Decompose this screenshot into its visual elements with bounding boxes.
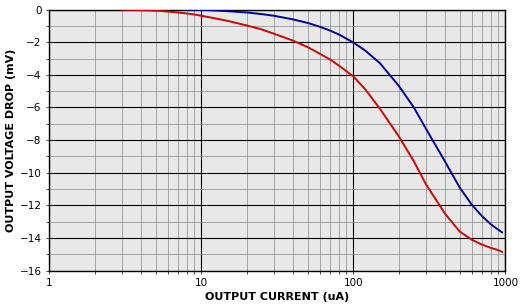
Y-axis label: OUTPUT VOLTAGE DROP (mV): OUTPUT VOLTAGE DROP (mV) <box>6 48 16 232</box>
X-axis label: OUTPUT CURRENT (uA): OUTPUT CURRENT (uA) <box>205 292 350 302</box>
